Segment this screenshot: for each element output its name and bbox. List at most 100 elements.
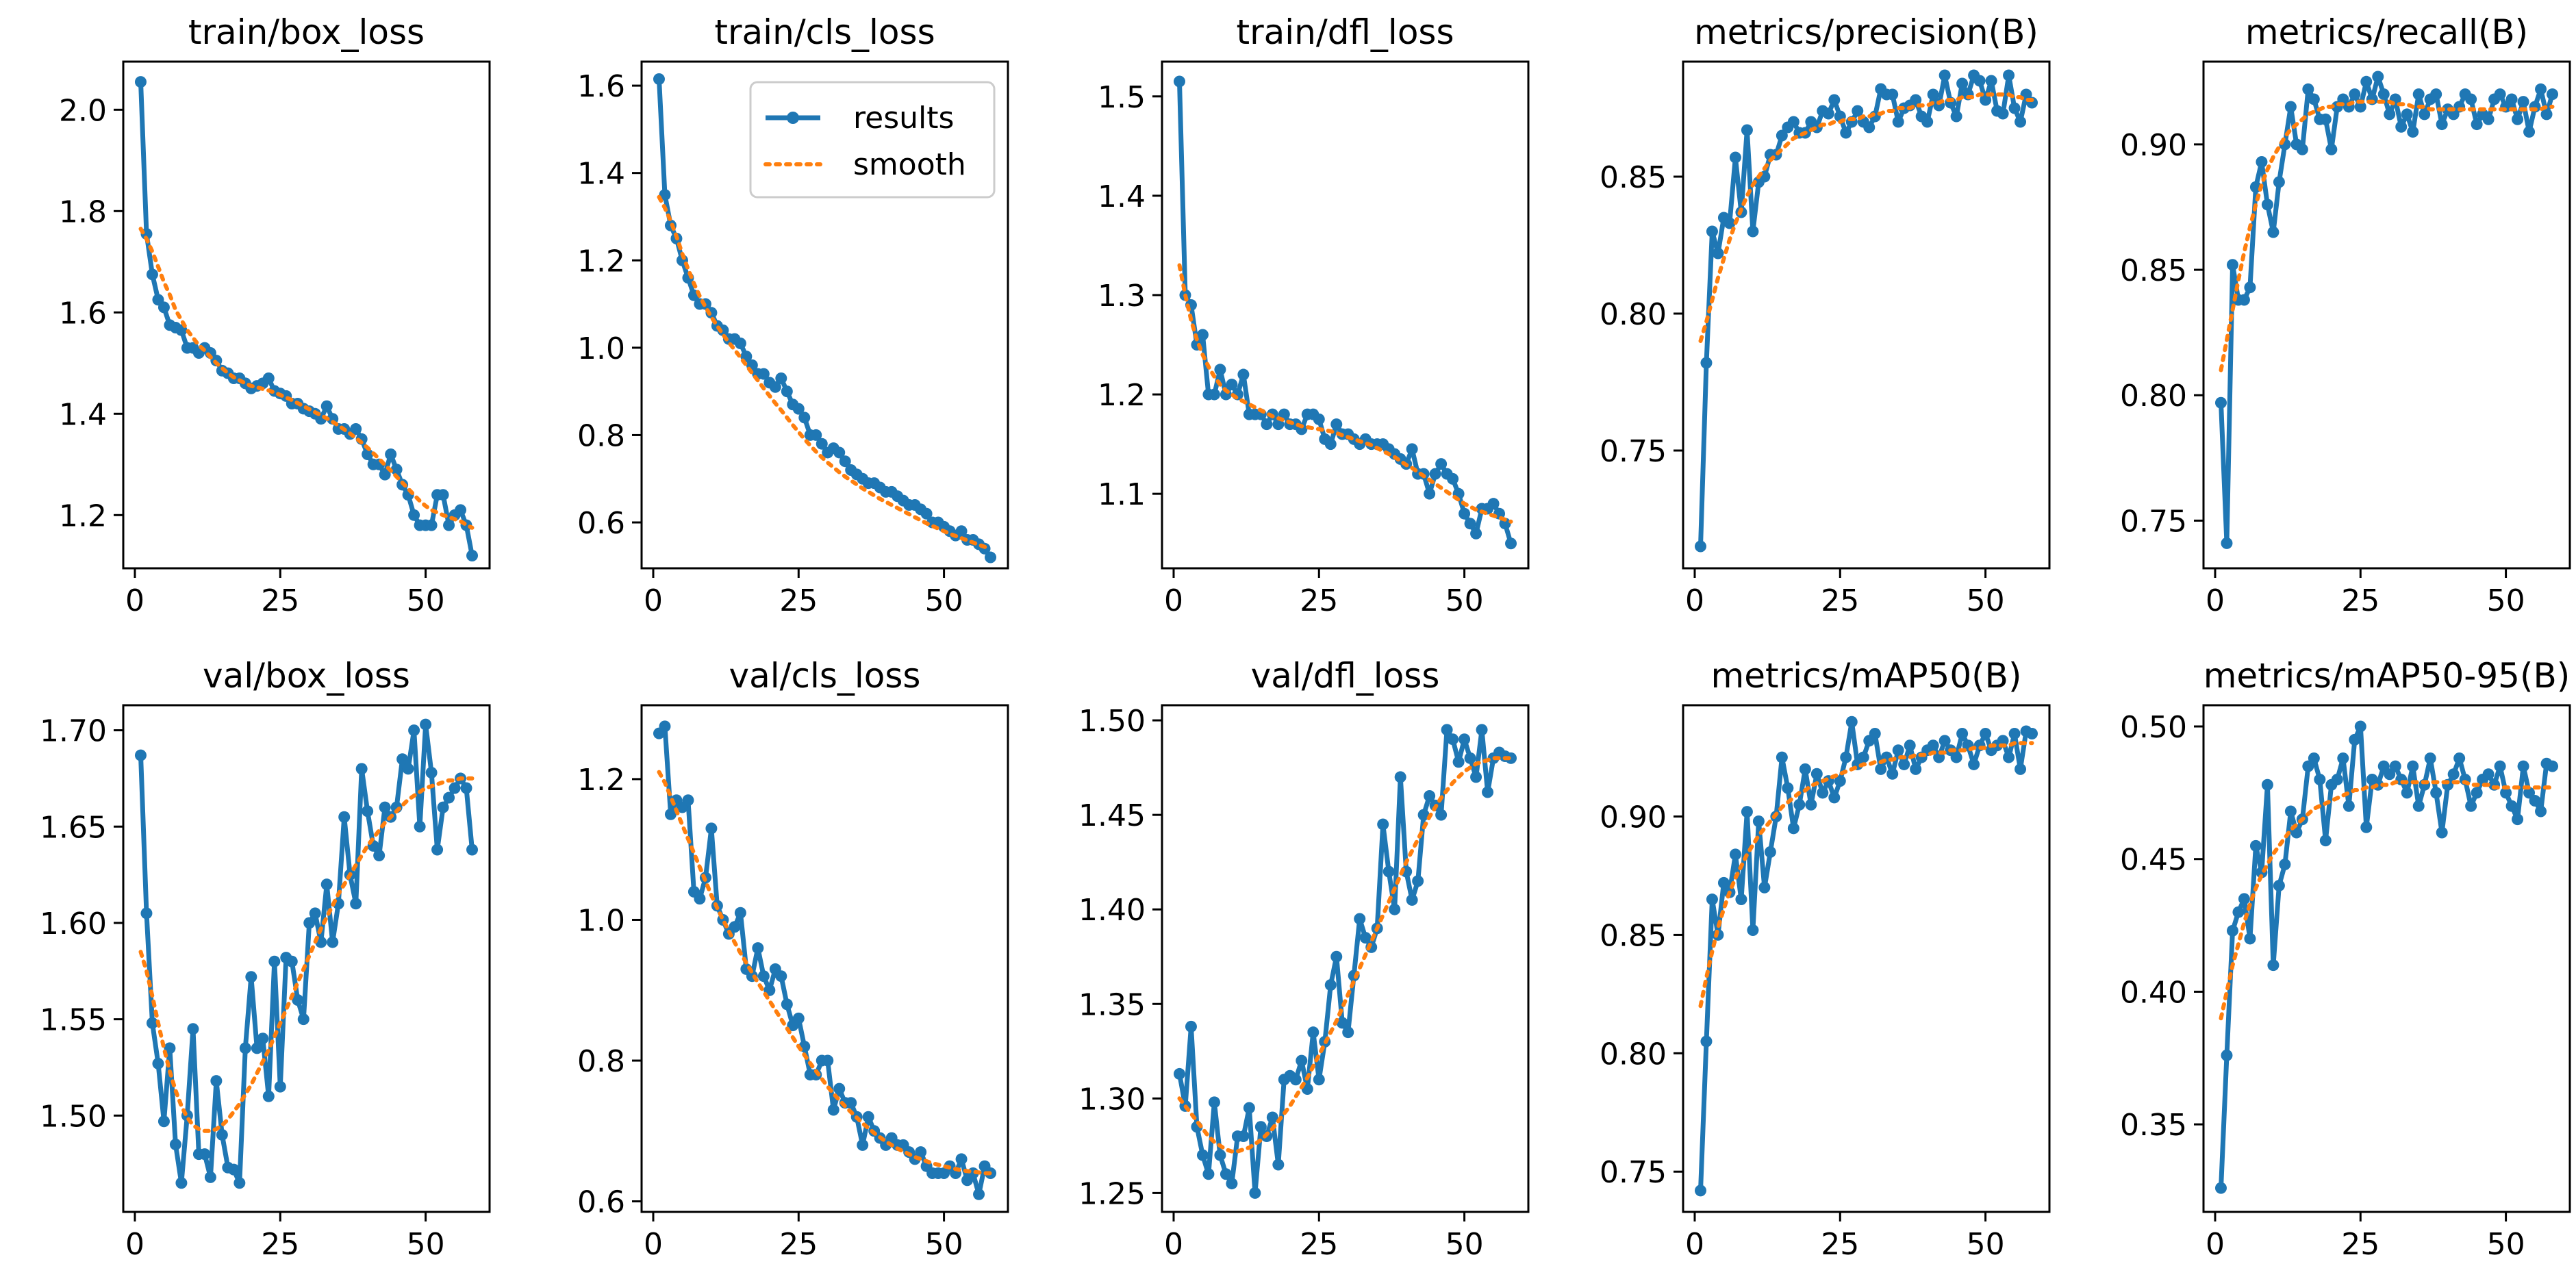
y-tick-label: 0.85 [2120, 253, 2187, 288]
results-point [2482, 113, 2495, 125]
results-point [1173, 75, 1185, 88]
results-point [420, 718, 432, 731]
x-tick-label: 50 [407, 1227, 445, 1262]
results-point [1243, 1102, 1255, 1114]
results-point [1459, 507, 1471, 520]
x-tick-label: 0 [1164, 1227, 1183, 1262]
y-tick-label: 1.25 [1078, 1176, 1146, 1211]
y-tick-label: 1.3 [1098, 279, 1146, 314]
results-point [2261, 778, 2273, 791]
y-tick-label: 0.8 [577, 418, 625, 453]
results-point [2547, 88, 2559, 101]
smooth-line [138, 776, 475, 1133]
results-point [2273, 879, 2285, 891]
results-point [233, 1177, 246, 1189]
results-point [402, 763, 414, 775]
results-point [1452, 756, 1465, 768]
results-point [1723, 217, 1736, 229]
y-tick-label: 0.8 [577, 1044, 625, 1079]
smooth-line [2219, 780, 2555, 1021]
x-tick-label: 50 [407, 583, 445, 618]
results-point [985, 551, 997, 563]
results-point [1406, 894, 1418, 906]
panel-title: val/box_loss [203, 656, 410, 696]
results-point [199, 1148, 211, 1161]
y-tick-label: 1.50 [40, 1099, 107, 1134]
results-point [2523, 126, 2536, 138]
axes-frame [1161, 704, 1530, 1213]
results-point [2436, 826, 2448, 839]
x-tick-label: 25 [1821, 583, 1859, 618]
results-point [1249, 1187, 1261, 1199]
results-point [2547, 760, 2559, 772]
results-point [164, 1042, 176, 1054]
results-point [1196, 329, 1209, 341]
results-point [2349, 88, 2361, 101]
axes-frame [1682, 704, 2051, 1213]
x-tick-label: 0 [644, 1227, 663, 1262]
results-point [157, 301, 170, 314]
y-tick-label: 0.85 [1600, 160, 1667, 195]
y-tick-label: 0.75 [2120, 504, 2187, 539]
results-point [2302, 83, 2314, 95]
results-point [1706, 225, 1718, 238]
results-point [1173, 1067, 1185, 1080]
results-point [2314, 773, 2326, 785]
results-point [1482, 786, 1494, 798]
results-point [1898, 758, 1910, 770]
results-point [1208, 388, 1220, 401]
results-point [2523, 787, 2536, 799]
results-point [1717, 876, 1730, 889]
results-point [1787, 116, 1800, 128]
results-point [1185, 1020, 1197, 1033]
results-point [1196, 1149, 1209, 1161]
results-point [2319, 835, 2332, 847]
results-point [2505, 93, 2518, 105]
results-point [443, 519, 455, 531]
y-tick-label: 1.6 [59, 296, 107, 331]
results-point [466, 844, 479, 856]
results-point [1828, 792, 1841, 804]
results-point [1470, 771, 1482, 783]
results-point [2226, 259, 2238, 271]
x-tick-label: 50 [1445, 583, 1484, 618]
results-point [1214, 1149, 1226, 1161]
results-point [2296, 143, 2308, 155]
results-point [1997, 107, 2009, 120]
results-point [1892, 116, 1904, 128]
results-point [1336, 1017, 1348, 1029]
x-tick-label: 25 [779, 583, 818, 618]
results-point [1324, 438, 1337, 451]
results-point [2256, 156, 2268, 168]
y-tick-label: 1.30 [1078, 1082, 1146, 1117]
plot-area [134, 718, 479, 1189]
results-point [1459, 733, 1471, 746]
results-point [1417, 809, 1430, 821]
results-point [2401, 787, 2413, 799]
results-point [169, 1139, 181, 1151]
results-point [915, 1146, 927, 1158]
results-point [2008, 102, 2021, 114]
results-point [175, 1177, 188, 1189]
results-point [1834, 775, 1846, 787]
results-point [1799, 763, 1811, 775]
results-point [2447, 768, 2460, 781]
results-point [239, 1042, 251, 1054]
results-point [2244, 933, 2256, 945]
results-point [1747, 225, 1759, 238]
results-point [1805, 798, 1817, 811]
results-point [1782, 782, 1794, 794]
results-point [350, 898, 362, 910]
results-point [2465, 800, 2477, 812]
y-tick-label: 1.6 [577, 69, 625, 104]
results-point [1904, 739, 1916, 752]
results-point [2279, 858, 2291, 870]
results-point [1476, 724, 1488, 736]
results-point [355, 763, 368, 775]
x-tick-label: 25 [261, 1227, 299, 1262]
results-point [664, 808, 677, 820]
x-tick-label: 50 [1967, 1227, 2005, 1262]
results-point [1863, 121, 1876, 134]
results-point [1694, 540, 1706, 553]
